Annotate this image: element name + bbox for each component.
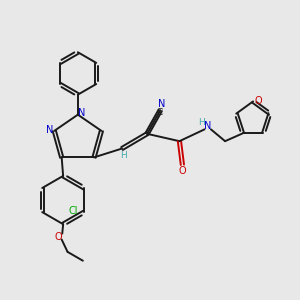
Text: H: H [198,118,205,127]
Text: O: O [55,232,62,242]
Text: C: C [157,108,163,117]
Text: N: N [204,121,212,131]
Text: N: N [46,125,54,135]
Text: O: O [178,166,186,176]
Text: O: O [254,96,262,106]
Text: H: H [120,151,127,160]
Text: N: N [78,108,85,118]
Text: Cl: Cl [68,206,78,216]
Text: N: N [158,99,166,109]
